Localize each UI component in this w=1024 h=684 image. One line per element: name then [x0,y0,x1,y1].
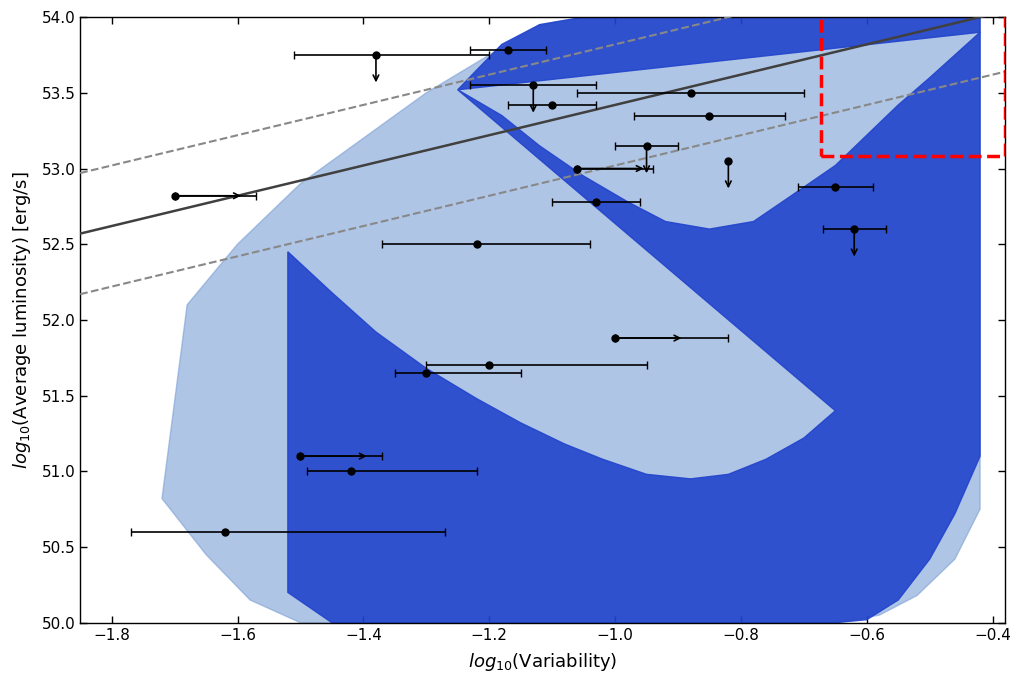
Polygon shape [288,17,980,622]
X-axis label: $log_{10}$(Variability): $log_{10}$(Variability) [468,651,617,673]
Polygon shape [162,17,980,622]
Y-axis label: $log_{10}$(Average luminosity) [erg/s]: $log_{10}$(Average luminosity) [erg/s] [11,171,33,469]
Bar [821,14,1006,157]
